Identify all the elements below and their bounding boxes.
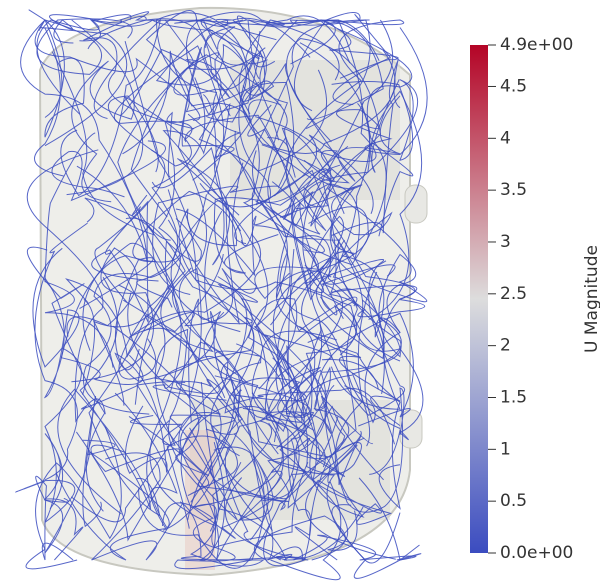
colorbar-title: U Magnitude <box>582 245 600 353</box>
tick-label: 1.5 <box>500 387 527 407</box>
tick-label: 0.0e+00 <box>500 543 573 563</box>
tick-label: 4.5 <box>500 76 527 96</box>
visualization: U Magnitude 0.0e+00 0.5 1 1.5 2 2.5 3 3.5 4 4.5 4.… <box>0 0 600 583</box>
tick-label: 4.9e+00 <box>500 35 573 55</box>
tick-label: 3.5 <box>500 180 527 200</box>
tick-label: 1 <box>500 439 511 459</box>
colorbar-gradient <box>470 45 488 553</box>
tick-label: 2.5 <box>500 284 527 304</box>
tick-label: 3 <box>500 232 511 252</box>
tick-label: 2 <box>500 336 511 356</box>
tick-label: 0.5 <box>500 491 527 511</box>
colorbar: U Magnitude 0.0e+00 0.5 1 1.5 2 2.5 3 3.5 4 4.5 4.… <box>470 35 600 563</box>
tick-label: 4 <box>500 128 511 148</box>
